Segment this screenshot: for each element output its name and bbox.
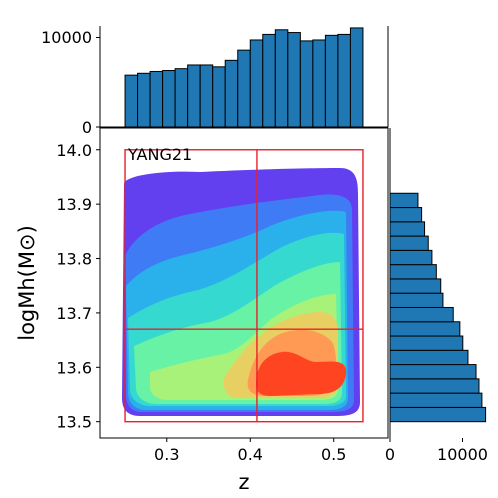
main-ytick-label: 13.7 bbox=[56, 304, 92, 323]
x-axis-label: z bbox=[238, 470, 249, 494]
right-histogram-bars bbox=[389, 192, 487, 423]
top-histogram-bar bbox=[349, 27, 364, 128]
main-x-ticks: 0.3 0.4 0.5 bbox=[154, 438, 346, 464]
top-histogram-panel: 0 10000 bbox=[41, 26, 389, 137]
top-histogram-bar bbox=[249, 39, 264, 128]
density-contours bbox=[122, 168, 360, 416]
top-histogram-bar bbox=[212, 66, 226, 128]
right-histogram-bar bbox=[389, 406, 487, 423]
right-histogram-bar bbox=[389, 378, 480, 394]
selection-overlay bbox=[124, 149, 364, 423]
main-xtick-label: 0.3 bbox=[154, 445, 179, 464]
top-histogram-bar bbox=[287, 32, 301, 128]
right-histogram-bar bbox=[389, 221, 426, 237]
top-histogram-bar bbox=[312, 39, 326, 128]
top-histogram-ytick-label-10000: 10000 bbox=[41, 28, 92, 47]
sample-label: YANG21 bbox=[127, 145, 192, 164]
main-ytick-label: 14.0 bbox=[56, 141, 92, 160]
top-histogram-ytick-label-0: 0 bbox=[82, 118, 92, 137]
right-histogram-bar bbox=[389, 392, 483, 408]
right-histogram-bar bbox=[389, 292, 444, 308]
right-histogram-bar bbox=[389, 207, 423, 223]
right-histogram-bar bbox=[389, 335, 464, 351]
top-histogram-bar bbox=[124, 74, 139, 128]
main-ytick-label: 13.9 bbox=[56, 195, 92, 214]
right-histogram-xtick-label-10000: 10000 bbox=[437, 445, 488, 464]
right-histogram-bar bbox=[389, 249, 433, 266]
top-histogram-bars bbox=[124, 27, 364, 128]
main-xtick-label: 0.4 bbox=[238, 445, 263, 464]
top-histogram-bar bbox=[174, 68, 189, 128]
right-histogram-bar bbox=[389, 306, 454, 323]
top-histogram-bar bbox=[337, 33, 351, 128]
top-histogram-bar bbox=[162, 70, 176, 128]
main-ytick-label: 13.5 bbox=[56, 413, 92, 432]
selection-box bbox=[124, 149, 364, 423]
top-histogram-bar bbox=[137, 72, 151, 128]
right-histogram-bar bbox=[389, 192, 419, 209]
main-panel-frame bbox=[99, 127, 389, 439]
right-histogram-bar bbox=[389, 321, 461, 337]
right-histogram-bar bbox=[389, 364, 477, 380]
main-y-ticks: 13.5 13.6 13.7 13.8 13.9 14.0 bbox=[56, 141, 100, 432]
main-ytick-label: 13.6 bbox=[56, 358, 92, 377]
right-histogram-bar bbox=[389, 349, 469, 366]
top-histogram-bar bbox=[199, 64, 214, 128]
right-histogram-bar bbox=[389, 235, 429, 251]
top-histogram-bar bbox=[262, 33, 276, 128]
y-axis-label: logMh(M⊙) bbox=[15, 225, 39, 341]
top-histogram-bar bbox=[224, 59, 239, 128]
right-histogram-xtick-label-0: 0 bbox=[385, 445, 395, 464]
top-histogram-bar bbox=[324, 34, 339, 128]
top-histogram-bar bbox=[274, 29, 289, 128]
main-xtick-label: 0.5 bbox=[321, 445, 346, 464]
top-histogram-bar bbox=[299, 40, 314, 128]
right-histogram-bar bbox=[389, 264, 437, 280]
density-level-9 bbox=[256, 351, 347, 396]
right-histogram-bar bbox=[389, 278, 442, 294]
top-histogram-bar bbox=[149, 70, 164, 128]
main-ytick-label: 13.8 bbox=[56, 250, 92, 269]
top-histogram-bar bbox=[237, 49, 251, 128]
top-histogram-bar bbox=[187, 64, 201, 128]
main-density-panel: YANG21 0.3 0.4 0.5 13.5 13.6 13.7 13.8 13.9 14.… bbox=[15, 127, 389, 494]
right-histogram-panel: 0 10000 bbox=[385, 128, 488, 464]
